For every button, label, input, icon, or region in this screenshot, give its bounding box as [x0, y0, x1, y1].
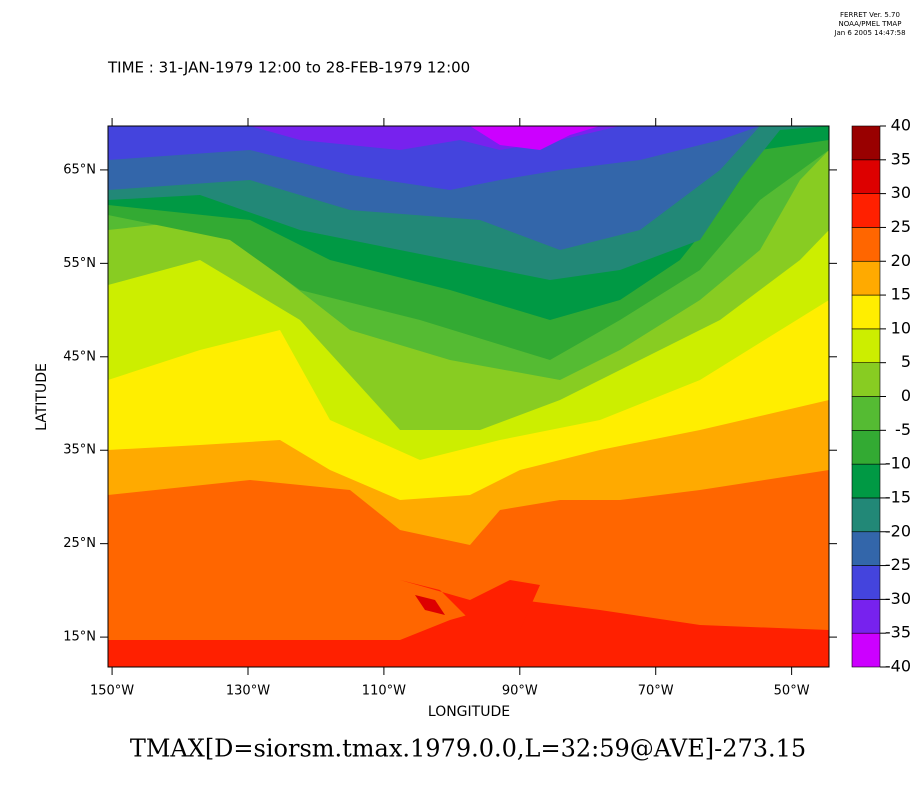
y-tick-label: 45°N — [63, 349, 96, 364]
x-tick-label: 90°W — [502, 684, 538, 699]
colorbar-box — [851, 125, 881, 161]
colorbar-label: 15 — [891, 285, 911, 304]
colorbar-box — [851, 159, 881, 194]
colorbar-box — [851, 497, 881, 533]
y-tick-label: 25°N — [63, 536, 96, 551]
y-tick-label: 55°N — [63, 256, 96, 271]
expression: TMAX[D=siorsm.tmax.1979.0.0,L=32:59@AVE]… — [130, 735, 806, 763]
x-tick-label: 130°W — [226, 684, 270, 699]
x-tick-label: 50°W — [774, 684, 810, 699]
colorbar-label: 25 — [891, 217, 911, 236]
y-axis-label: LATITUDE — [34, 363, 50, 431]
colorbar-label: 10 — [891, 318, 911, 337]
colorbar-box — [851, 227, 881, 262]
colorbar-label: -20 — [885, 521, 911, 540]
colorbar-box — [851, 565, 881, 600]
colorbar-box — [851, 632, 881, 668]
field — [107, 125, 830, 668]
colorbar-box — [851, 294, 881, 330]
colorbar-label: 30 — [891, 183, 911, 202]
x-tick-label: 150°W — [90, 684, 134, 699]
colorbar-label: -25 — [885, 555, 911, 574]
colorbar-box — [851, 362, 881, 397]
y-tick-label: 65°N — [63, 162, 96, 177]
colorbar-box — [851, 531, 881, 566]
ferret-header: FERRET Ver. 5.70 — [840, 11, 900, 19]
colorbar-box — [851, 328, 881, 363]
y-tick-label: 35°N — [63, 443, 96, 458]
colorbar-box — [851, 599, 881, 634]
ferret-header: Jan 6 2005 14:47:58 — [833, 29, 905, 37]
colorbar-label: 40 — [891, 116, 911, 135]
colorbar-label: -40 — [885, 657, 911, 676]
colorbar-label: 35 — [891, 149, 911, 168]
colorbar-label: -35 — [885, 623, 911, 642]
colorbar-label: 20 — [891, 251, 911, 270]
x-tick-label: 70°W — [638, 684, 674, 699]
labels: FERRET Ver. 5.70 NOAA/PMEL TMAP Jan 6 20… — [34, 11, 906, 763]
colorbar-label: -30 — [885, 589, 911, 608]
colorbar-label: -15 — [885, 487, 911, 506]
colorbar-box — [851, 193, 881, 228]
chart-title: TIME : 31-JAN-1979 12:00 to 28-FEB-1979 … — [107, 59, 470, 77]
colorbar-box — [851, 430, 881, 465]
y-tick-label: 15°N — [63, 630, 96, 645]
ferret-header: NOAA/PMEL TMAP — [839, 20, 902, 28]
colorbar-label: 5 — [901, 352, 911, 371]
colorbar-box — [851, 463, 881, 499]
colorbar-label: -5 — [895, 420, 911, 439]
colorbar-box — [851, 396, 881, 431]
x-axis-label: LONGITUDE — [428, 704, 510, 720]
colorbar-label: -10 — [885, 454, 911, 473]
x-tick-label: 110°W — [362, 684, 406, 699]
colorbar-label: 0 — [901, 386, 911, 405]
colorbar-box — [851, 260, 881, 296]
